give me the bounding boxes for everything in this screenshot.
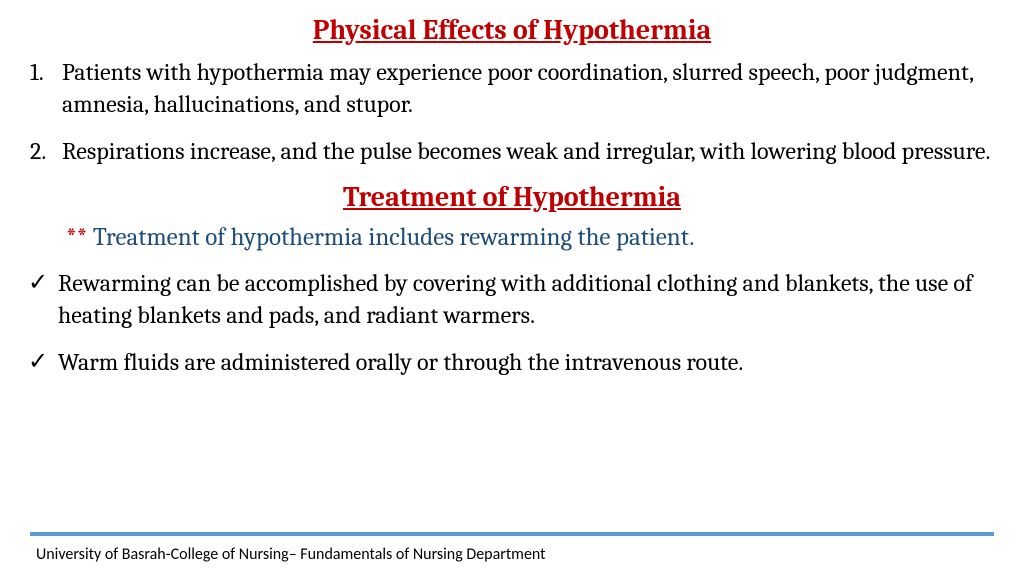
list-text: Patients with hypothermia may experience… — [62, 56, 996, 121]
list-number: 1. — [28, 56, 62, 121]
heading-physical-effects: Physical Effects of Hypothermia — [28, 14, 996, 46]
list-item: 2. Respirations increase, and the pulse … — [28, 135, 996, 167]
list-number: 2. — [28, 135, 62, 167]
check-text: Warm fluids are administered orally or t… — [58, 346, 996, 378]
stars-marker: ** — [66, 223, 93, 252]
subhead-text: Treatment of hypothermia includes rewarm… — [93, 223, 695, 252]
list-item: 1. Patients with hypothermia may experie… — [28, 56, 996, 121]
checkmark-icon: ✓ — [28, 346, 58, 378]
heading-treatment: Treatment of Hypothermia — [28, 181, 996, 213]
treatment-subhead: ** Treatment of hypothermia includes rew… — [66, 221, 996, 255]
check-text: Rewarming can be accomplished by coverin… — [58, 267, 996, 332]
slide-body: Physical Effects of Hypothermia 1. Patie… — [0, 0, 1024, 378]
checkmark-icon: ✓ — [28, 267, 58, 332]
check-item: ✓ Rewarming can be accomplished by cover… — [28, 267, 996, 332]
footer-text: University of Basrah-College of Nursing–… — [36, 545, 546, 564]
list-text: Respirations increase, and the pulse bec… — [62, 135, 996, 167]
footer-divider — [30, 532, 994, 536]
check-item: ✓ Warm fluids are administered orally or… — [28, 346, 996, 378]
